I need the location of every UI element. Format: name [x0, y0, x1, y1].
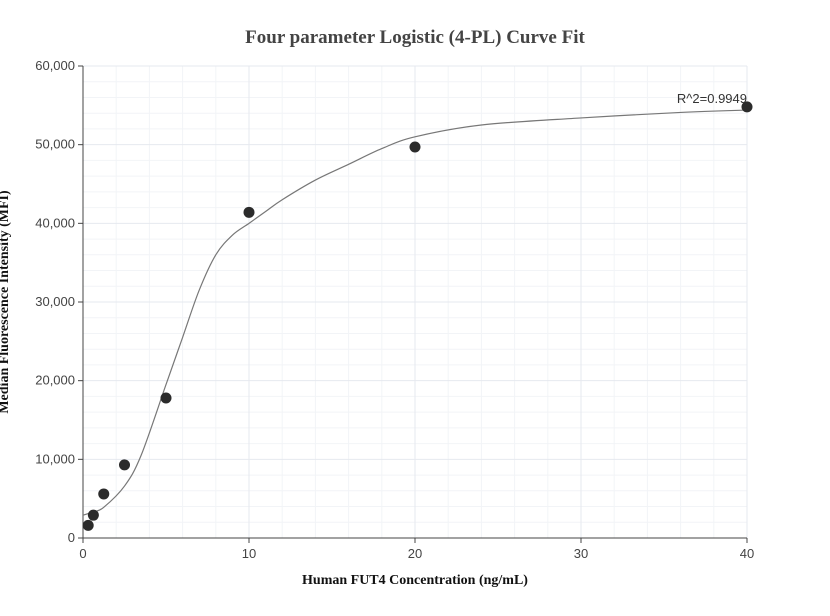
x-tick-label: 10 [242, 546, 256, 561]
y-tick-label: 0 [68, 530, 75, 545]
axis-layer: 0 10 20 30 40 0 10,000 20,000 30,000 40,000 50,000… [35, 58, 754, 561]
data-points-layer [82, 101, 753, 531]
r-squared-annotation: R^2=0.9949 [677, 91, 747, 106]
data-point [741, 101, 753, 113]
x-tick-label: 30 [574, 546, 588, 561]
data-point [87, 509, 99, 521]
data-point [409, 141, 421, 153]
data-point [119, 459, 130, 471]
x-axis-title: Human FUT4 Concentration (ng/mL) [302, 573, 528, 588]
x-tick-label: 20 [408, 546, 422, 561]
fit-curve-line [82, 109, 748, 516]
data-point [243, 206, 255, 218]
chart-title: Four parameter Logistic (4-PL) Curve Fit [245, 27, 585, 48]
y-tick-label: 30,000 [35, 294, 75, 309]
y-tick-label: 60,000 [35, 58, 75, 73]
y-tick-label: 50,000 [35, 137, 75, 152]
y-tick-label: 20,000 [35, 373, 75, 388]
fit-curve-layer [82, 109, 748, 516]
data-point [98, 488, 110, 500]
data-point [160, 392, 172, 404]
data-point [82, 519, 94, 531]
y-tick-label: 40,000 [35, 215, 75, 230]
grid-layer [83, 65, 748, 538]
x-tick-label: 40 [740, 546, 754, 561]
y-axis-title: Median Fluorescence Intensity (MFI) [0, 190, 12, 414]
x-tick-label: 0 [79, 546, 86, 561]
y-tick-label: 10,000 [35, 451, 75, 466]
